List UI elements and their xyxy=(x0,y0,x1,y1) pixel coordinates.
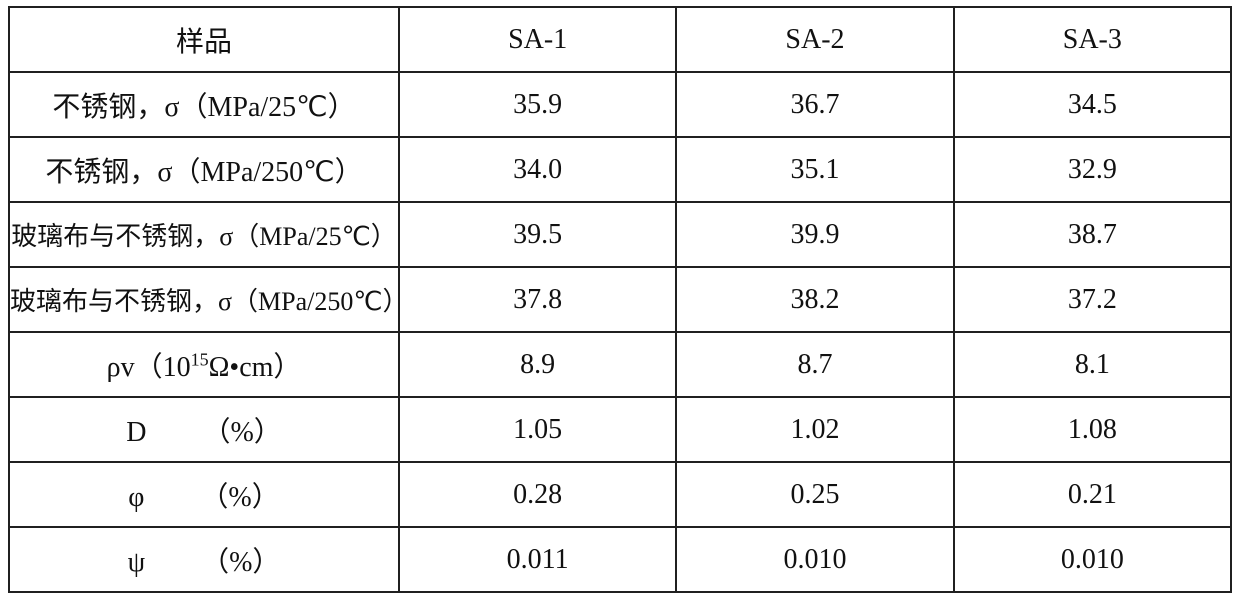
cell: 1.08 xyxy=(954,397,1231,462)
row-label: ψ （%） xyxy=(9,527,399,592)
cell: 36.7 xyxy=(676,72,953,137)
cell: 32.9 xyxy=(954,137,1231,202)
cell: 38.7 xyxy=(954,202,1231,267)
cell: 0.25 xyxy=(676,462,953,527)
row-label: ρv（1015Ω•cm） xyxy=(9,332,399,397)
table-container: 样品 SA-1 SA-2 SA-3 不锈钢，σ（MPa/25℃）35.936.7… xyxy=(0,0,1240,602)
cell: 39.5 xyxy=(399,202,676,267)
cell: 34.5 xyxy=(954,72,1231,137)
table-row: 不锈钢，σ（MPa/250℃）34.035.132.9 xyxy=(9,137,1231,202)
cell: 0.21 xyxy=(954,462,1231,527)
data-table: 样品 SA-1 SA-2 SA-3 不锈钢，σ（MPa/25℃）35.936.7… xyxy=(8,6,1232,593)
cell: 0.011 xyxy=(399,527,676,592)
cell: 8.9 xyxy=(399,332,676,397)
header-sa1: SA-1 xyxy=(399,7,676,72)
table-row: 不锈钢，σ（MPa/25℃）35.936.734.5 xyxy=(9,72,1231,137)
table-row: 玻璃布与不锈钢，σ（MPa/250℃）37.838.237.2 xyxy=(9,267,1231,332)
row-label: 不锈钢，σ（MPa/250℃） xyxy=(9,137,399,202)
table-body: 不锈钢，σ（MPa/25℃）35.936.734.5不锈钢，σ（MPa/250℃… xyxy=(9,72,1231,592)
cell: 0.28 xyxy=(399,462,676,527)
table-row: φ （%）0.280.250.21 xyxy=(9,462,1231,527)
cell: 1.02 xyxy=(676,397,953,462)
cell: 34.0 xyxy=(399,137,676,202)
row-label: D （%） xyxy=(9,397,399,462)
row-label: 玻璃布与不锈钢，σ（MPa/25℃） xyxy=(9,202,399,267)
table-header-row: 样品 SA-1 SA-2 SA-3 xyxy=(9,7,1231,72)
cell: 0.010 xyxy=(954,527,1231,592)
table-row: D （%）1.051.021.08 xyxy=(9,397,1231,462)
header-sa2: SA-2 xyxy=(676,7,953,72)
table-row: ρv（1015Ω•cm）8.98.78.1 xyxy=(9,332,1231,397)
table-row: 玻璃布与不锈钢，σ（MPa/25℃）39.539.938.7 xyxy=(9,202,1231,267)
cell: 37.8 xyxy=(399,267,676,332)
cell: 39.9 xyxy=(676,202,953,267)
cell: 8.1 xyxy=(954,332,1231,397)
cell: 35.1 xyxy=(676,137,953,202)
row-label: φ （%） xyxy=(9,462,399,527)
cell: 38.2 xyxy=(676,267,953,332)
cell: 8.7 xyxy=(676,332,953,397)
table-row: ψ （%）0.0110.0100.010 xyxy=(9,527,1231,592)
cell: 35.9 xyxy=(399,72,676,137)
row-label: 不锈钢，σ（MPa/25℃） xyxy=(9,72,399,137)
cell: 1.05 xyxy=(399,397,676,462)
header-sa3: SA-3 xyxy=(954,7,1231,72)
cell: 37.2 xyxy=(954,267,1231,332)
cell: 0.010 xyxy=(676,527,953,592)
header-label: 样品 xyxy=(9,7,399,72)
row-label: 玻璃布与不锈钢，σ（MPa/250℃） xyxy=(9,267,399,332)
